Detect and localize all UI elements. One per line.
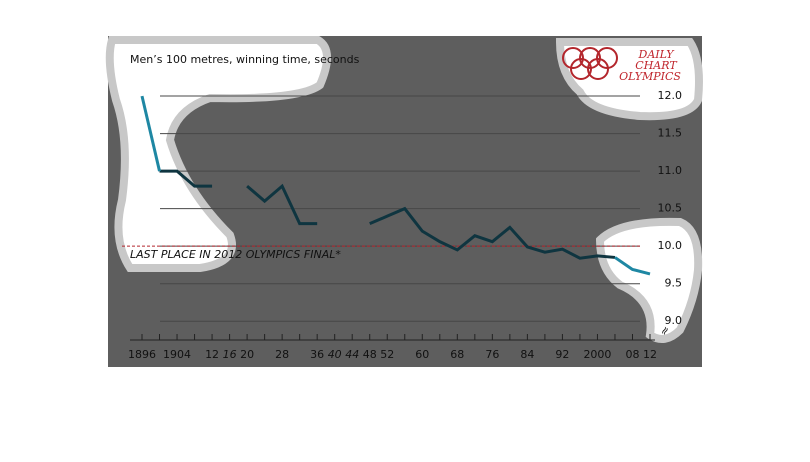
x-tick-label: 68 [450, 348, 464, 361]
series-line [140, 95, 161, 172]
x-tick-label: 20 [240, 348, 254, 361]
y-tick-label: 9.5 [665, 277, 683, 290]
chart-title: Men’s 100 metres, winning time, seconds [130, 53, 360, 66]
y-tick-label: 9.0 [665, 314, 683, 327]
series-line [159, 169, 213, 188]
series-line [246, 183, 318, 226]
x-tick-label: 12 [643, 348, 657, 361]
series-line [369, 206, 616, 260]
x-tick-label: 40 [328, 348, 342, 361]
x-tick-label: 92 [555, 348, 569, 361]
x-tick-label: 36 [310, 348, 324, 361]
x-tick-label: 28 [275, 348, 289, 361]
olympic-rings [562, 47, 618, 80]
x-tick-label: 1904 [163, 348, 191, 361]
x-tick-label: 84 [520, 348, 534, 361]
y-tick-label: 10.5 [658, 202, 683, 215]
brand-line: CHART [635, 59, 678, 72]
x-tick-label: 08 [625, 348, 639, 361]
x-tick-label: 2000 [583, 348, 611, 361]
y-tick-label: 10.0 [658, 239, 683, 252]
x-tick-label: 16 [223, 348, 237, 361]
reference-label: LAST PLACE IN 2012 OLYMPICS FINAL* [130, 248, 341, 261]
x-tick-label: 60 [415, 348, 429, 361]
x-tick-label: 44 [345, 348, 359, 361]
x-tick-label: 76 [485, 348, 499, 361]
y-tick-label: 11.5 [658, 127, 683, 140]
x-tick-label: 1896 [128, 348, 156, 361]
brand-line: OLYMPICS [619, 70, 681, 83]
y-tick-label: 11.0 [658, 164, 683, 177]
brand-line: DAILY [638, 48, 676, 61]
series-line [614, 256, 651, 276]
x-tick-label: 12 [205, 348, 219, 361]
y-tick-label: 12.0 [658, 89, 683, 102]
x-tick-label: 52 [380, 348, 394, 361]
x-tick-label: 48 [363, 348, 377, 361]
